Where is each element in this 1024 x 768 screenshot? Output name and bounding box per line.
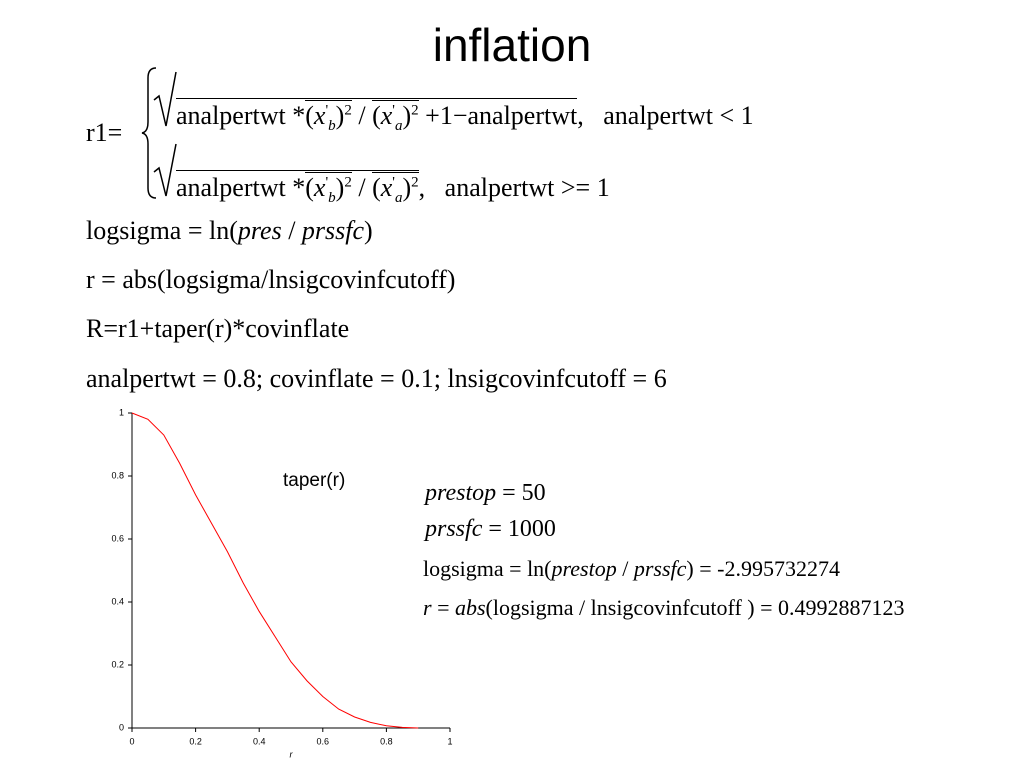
- y-tick-label: 0.6: [111, 533, 124, 543]
- y-tick-label: 1: [119, 407, 124, 417]
- example-line: prssfc = 1000: [425, 516, 556, 542]
- formula-line: logsigma = ln(pres / prssfc): [86, 216, 373, 245]
- case-1: analpertwt *(x'b)2 / (x'a)2 +1−analpertw…: [176, 71, 754, 135]
- x-tick-label: 0: [129, 736, 134, 746]
- case-2: analpertwt *(x'b)2 / (x'a)2, analpertwt …: [176, 143, 610, 207]
- brace-and-roots: [141, 67, 177, 199]
- example-line: prestop = 50: [425, 480, 546, 506]
- x-tick-label: 0.2: [189, 736, 202, 746]
- formula-lhs: r1=: [86, 118, 123, 147]
- taper-curve: [131, 412, 419, 729]
- example-line: logsigma = ln(prestop / prssfc) = -2.995…: [423, 556, 840, 581]
- x-tick-label: 0.4: [253, 736, 266, 746]
- x-tick-label: 0.6: [317, 736, 330, 746]
- x-axis-label: r: [290, 749, 294, 759]
- y-tick-label: 0.2: [111, 659, 124, 669]
- y-tick-label: 0.4: [111, 596, 124, 606]
- y-tick-label: 0.8: [111, 470, 124, 480]
- x-tick-label: 0.8: [380, 736, 393, 746]
- formula-line: r = abs(logsigma/lnsigcovinfcutoff): [86, 265, 456, 294]
- y-tick-label: 0: [119, 722, 124, 732]
- example-line: r = abs(logsigma / lnsigcovinfcutoff ) =…: [423, 595, 905, 620]
- slide-title: inflation: [432, 19, 592, 71]
- chart-annotation: taper(r): [283, 470, 346, 491]
- x-tick-label: 1: [447, 736, 452, 746]
- formula-line: analpertwt = 0.8; covinflate = 0.1; lnsi…: [86, 364, 667, 393]
- formula-line: R=r1+taper(r)*covinflate: [86, 314, 350, 343]
